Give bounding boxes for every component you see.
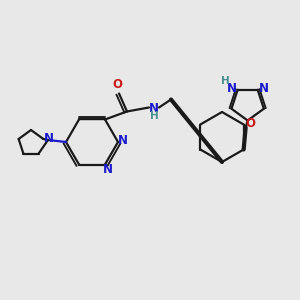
Text: H: H	[150, 112, 158, 122]
Text: N: N	[103, 163, 113, 176]
Text: N: N	[227, 82, 237, 95]
Text: N: N	[118, 134, 128, 148]
Text: H: H	[221, 76, 230, 86]
Text: N: N	[44, 133, 54, 146]
Text: N: N	[149, 102, 159, 115]
Text: N: N	[259, 82, 269, 95]
Text: O: O	[112, 78, 122, 91]
Text: O: O	[246, 117, 256, 130]
